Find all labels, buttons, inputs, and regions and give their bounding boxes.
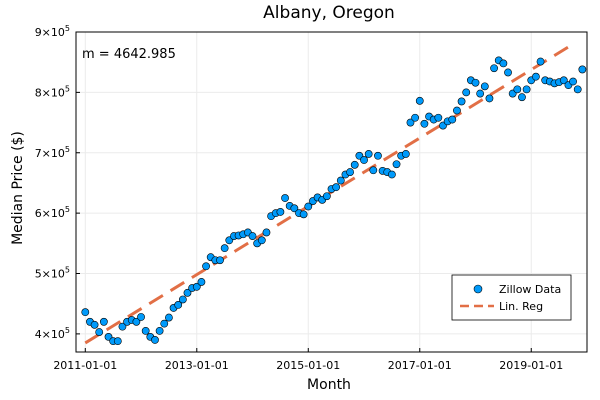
data-point: [216, 256, 224, 265]
data-point: [573, 85, 582, 94]
data-point: [485, 94, 494, 103]
data-point: [387, 170, 396, 179]
data-point: [290, 204, 299, 213]
x-tick-label: 2011-01-01: [53, 359, 117, 372]
data-point: [192, 282, 201, 291]
data-point: [364, 150, 373, 158]
y-axis-label: Median Price ($): [10, 131, 26, 245]
legend: Zillow Data Lin. Reg: [451, 274, 572, 321]
data-point: [118, 322, 127, 331]
x-axis-ticks: 2011-01-01 2013-01-01 2015-01-01 2017-01-01…: [53, 348, 563, 372]
data-point: [480, 82, 489, 91]
data-point: [522, 85, 531, 94]
y-tick-label: 8×105: [35, 84, 70, 99]
data-point: [174, 301, 183, 309]
data-point: [392, 160, 401, 169]
data-point: [559, 76, 568, 85]
data-point: [346, 168, 354, 176]
data-points: [81, 56, 587, 346]
data-point: [160, 319, 169, 328]
data-point: [490, 64, 498, 73]
data-point: [360, 156, 368, 164]
data-point: [257, 236, 266, 245]
data-point: [536, 57, 545, 66]
data-point: [457, 97, 466, 106]
data-point: [197, 278, 206, 286]
y-tick-label: 4×105: [35, 326, 70, 341]
data-point: [304, 202, 313, 211]
data-point: [95, 328, 104, 336]
data-point: [202, 262, 210, 271]
data-point: [401, 150, 410, 158]
data-point: [518, 93, 526, 102]
data-point: [406, 118, 415, 127]
data-point: [220, 244, 229, 253]
data-point: [299, 210, 308, 219]
data-point: [151, 336, 159, 344]
data-point: [132, 317, 141, 326]
data-point: [248, 232, 257, 240]
data-point: [183, 288, 192, 297]
data-point: [178, 295, 187, 304]
data-point: [462, 88, 471, 97]
data-point: [434, 113, 443, 122]
x-tick-label: 2019-01-01: [499, 359, 563, 372]
data-point: [137, 313, 145, 321]
data-point: [155, 326, 164, 335]
data-point: [569, 77, 577, 86]
x-axis-label: Month: [307, 377, 351, 393]
data-point: [90, 320, 99, 329]
data-point: [476, 89, 485, 98]
data-point: [448, 115, 457, 124]
x-tick-label: 2013-01-01: [165, 359, 229, 372]
plot-frame: [75, 31, 588, 353]
data-point: [369, 166, 378, 175]
data-point: [532, 72, 540, 81]
data-point: [374, 151, 382, 160]
data-point: [262, 228, 271, 237]
data-point: [504, 68, 512, 77]
y-axis-ticks: 4×105 5×105 6×105 7×105 8×105 9×105: [35, 24, 80, 341]
data-point: [165, 313, 173, 322]
data-point: [99, 317, 108, 326]
data-point: [420, 119, 429, 128]
data-point: [411, 113, 420, 122]
data-point: [415, 96, 424, 105]
data-point: [578, 65, 587, 74]
y-tick-label: 7×105: [35, 145, 70, 160]
data-point: [332, 183, 341, 192]
data-point: [322, 192, 331, 201]
data-point: [141, 326, 150, 335]
slope-annotation: m = 4642.985: [82, 47, 176, 62]
data-point: [81, 308, 90, 317]
y-tick-label: 5×105: [35, 266, 70, 281]
legend-label-linreg: Lin. Reg: [499, 300, 543, 313]
data-point: [336, 176, 345, 185]
data-point: [513, 85, 522, 94]
data-point: [276, 208, 285, 216]
legend-label-zillow: Zillow Data: [499, 283, 561, 296]
data-point: [499, 59, 508, 68]
y-tick-label: 9×105: [35, 24, 70, 39]
data-point: [113, 337, 122, 346]
x-tick-label: 2015-01-01: [276, 359, 340, 372]
legend-box: [451, 274, 572, 321]
legend-marker-zillow: [473, 284, 483, 294]
x-tick-label: 2017-01-01: [388, 359, 452, 372]
data-point: [453, 106, 461, 115]
data-point: [350, 160, 359, 169]
data-point: [281, 194, 289, 202]
y-tick-label: 6×105: [35, 205, 70, 220]
data-point: [471, 78, 480, 87]
chart-title: Albany, Oregon: [263, 3, 395, 23]
